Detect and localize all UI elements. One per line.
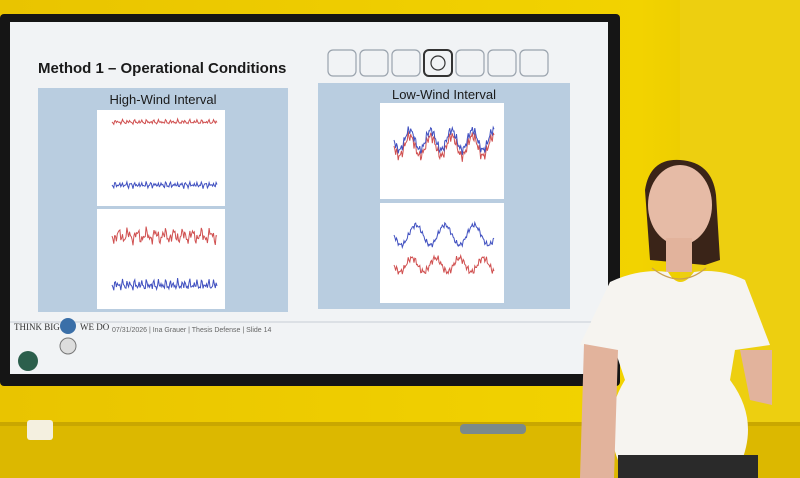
panel-title: Low-Wind Interval <box>392 87 496 102</box>
plot-line <box>393 131 495 162</box>
slide-title: Method 1 – Operational Conditions <box>38 60 286 77</box>
plot-line <box>393 220 495 250</box>
object <box>460 424 526 434</box>
plot <box>97 110 225 206</box>
plot-line <box>111 117 218 126</box>
plot-line <box>393 125 495 155</box>
plot <box>97 209 225 309</box>
pen-button[interactable] <box>18 351 38 371</box>
shelf-edge <box>0 422 800 426</box>
logo-text: WE DO <box>80 322 110 332</box>
person <box>580 159 772 478</box>
seal <box>59 337 77 355</box>
plot-line <box>111 179 218 190</box>
plot-line <box>111 226 218 246</box>
globe <box>60 318 76 334</box>
plot-line <box>111 278 218 292</box>
footer-text: 07/31/2026 | Ina Grauer | Thesis Defense… <box>112 327 272 334</box>
logo-text: THINK BIG <box>14 322 60 332</box>
nav-icons <box>327 49 549 77</box>
plot <box>380 203 504 303</box>
plot-line <box>393 253 495 275</box>
panel-title: High-Wind Interval <box>110 92 217 107</box>
plot <box>380 103 504 199</box>
cup <box>27 420 53 440</box>
